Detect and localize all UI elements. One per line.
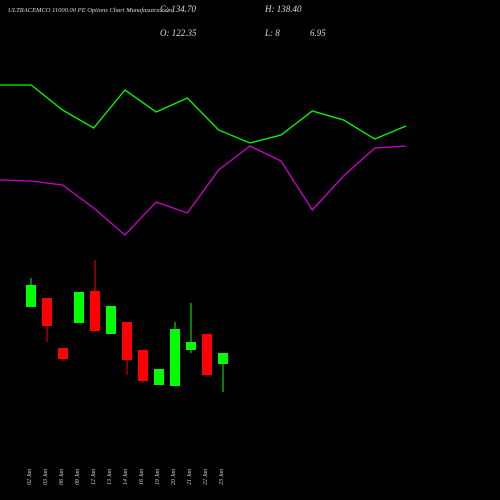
x-tick-label: 09 Jan bbox=[75, 469, 81, 485]
x-tick-label: 13 Jan bbox=[107, 469, 113, 485]
ohlc-label: C: 134.70 bbox=[160, 4, 197, 14]
x-tick-label: 16 Jan bbox=[139, 469, 145, 485]
candle-body bbox=[106, 306, 116, 334]
x-tick-label: 12 Jan bbox=[91, 469, 97, 485]
x-tick-label: 21 Jan bbox=[187, 469, 193, 485]
ohlc-label: L: 8 bbox=[264, 28, 280, 38]
x-tick-label: 02 Jan bbox=[27, 469, 33, 485]
ohlc-label: O: 122.35 bbox=[160, 28, 197, 38]
candle-body bbox=[138, 350, 148, 381]
chart-title: ULTRACEMCO 11000.00 PE Options Chart Mun… bbox=[8, 7, 173, 14]
x-tick-label: 19 Jan bbox=[155, 469, 161, 485]
x-tick-label: 03 Jan bbox=[43, 469, 49, 485]
x-tick-label: 14 Jan bbox=[122, 469, 129, 485]
line-series bbox=[0, 84, 407, 144]
x-tick-label: 23 Jan bbox=[219, 469, 225, 485]
candle-body bbox=[154, 369, 164, 385]
candle-body bbox=[58, 348, 68, 359]
candle-body bbox=[90, 291, 100, 331]
ohlc-label: 6.95 bbox=[310, 28, 326, 38]
candle-body bbox=[218, 353, 228, 364]
candle-body bbox=[26, 285, 36, 307]
candle-body bbox=[186, 342, 196, 350]
x-tick-label: 06 Jan bbox=[59, 469, 65, 485]
candle-body bbox=[42, 298, 52, 326]
candle-body bbox=[170, 329, 180, 386]
candle-body bbox=[122, 322, 132, 360]
ohlc-label: H: 138.40 bbox=[264, 4, 302, 14]
x-tick-label: 20 Jan bbox=[171, 469, 177, 485]
x-tick-label: 22 Jan bbox=[203, 469, 209, 485]
line-series bbox=[0, 145, 407, 236]
candle-body bbox=[74, 292, 84, 323]
candle-body bbox=[202, 334, 212, 375]
